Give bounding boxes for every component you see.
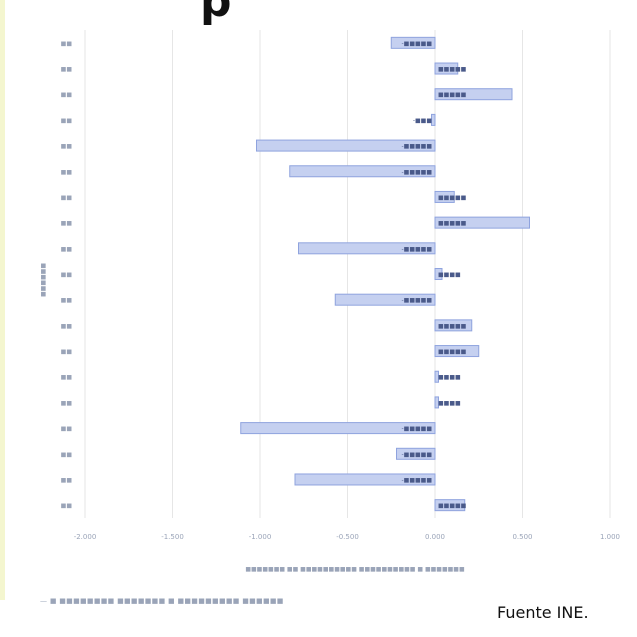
bar [240,422,436,435]
bars [240,36,530,512]
category-label: ■■ [61,66,73,73]
category-label: ■■ [61,374,73,381]
data-label: -■■■■■ [401,169,432,176]
category-label: ■■ [61,297,73,304]
data-labels: -■■■■■■■■■■■■■■■-■■■-■■■■■-■■■■■■■■■■■■■… [401,40,466,509]
data-label: ■■■■ [438,400,461,407]
category-label: ■■ [61,400,73,407]
x-tick-label: -1.000 [249,533,272,541]
bar [434,62,459,75]
bar [434,216,530,229]
bar [396,447,436,460]
bar [434,370,439,383]
bar [434,345,480,358]
bar [434,396,439,409]
category-label: ■■ [61,220,73,227]
category-label: ■■ [61,451,73,458]
category-label: ■■ [61,349,73,356]
category-label: ■■ [61,194,73,201]
source-note: Fuente INE. [497,603,589,622]
x-axis-label: ■■■■■■■ ■■ ■■■■■■■■■■ ■■■■■■■■■■ ■ ■■■■■… [245,566,465,573]
grid-lines [84,30,611,518]
left-edge-stripe [0,0,5,600]
data-label: -■■■■■ [401,40,432,47]
category-label: ■■ [61,169,73,176]
bar [256,139,436,152]
bar [434,499,466,512]
category-label: ■■ [61,92,73,99]
data-label: ■■■■■ [438,92,467,99]
data-label: ■■■■■ [438,503,467,510]
category-label: ■■ [61,272,73,279]
bar [431,113,436,126]
x-tick-label: -1.500 [161,533,184,541]
bar [334,293,436,306]
bar [390,36,436,49]
category-label: ■■ [61,117,73,124]
x-tick-label: 0.500 [512,533,532,541]
data-label: -■■■■■ [401,143,432,150]
data-label: ■■■■■ [438,323,467,330]
bar [434,319,473,332]
data-label: -■■■■■ [401,426,432,433]
data-label: -■■■ [413,117,433,124]
y-axis-label: ■■■■■■ [40,263,47,297]
category-label: ■■ [61,323,73,330]
data-label: -■■■■■ [401,297,432,304]
category-label: ■■ [61,246,73,253]
category-label: ■■ [61,503,73,510]
x-tick-label: -0.500 [336,533,359,541]
x-tick-label: 0.000 [425,533,445,541]
bar [294,473,436,486]
data-label: -■■■■■ [401,451,432,458]
bar [434,88,513,101]
bar [434,268,443,280]
x-tick-labels: -2.000 -1.500 -1.000 -0.500 0.000 0.500 1.000 [74,533,620,541]
category-label: ■■ [61,143,73,150]
data-label: -■■■■■ [401,477,432,484]
category-label: ■■ [61,477,73,484]
category-label: ■■ [61,40,73,47]
data-label: ■■■■■ [438,194,467,201]
bar [289,165,436,178]
chart-title: p [200,0,232,27]
bar [434,190,455,203]
data-label: ■■■■ [438,374,461,381]
bar [298,242,436,255]
category-label: ■■ [61,426,73,433]
data-label: ■■■■■ [438,66,467,73]
data-label: -■■■■■ [401,246,432,253]
x-tick-label: -2.000 [74,533,97,541]
category-labels: ■■ ■■ ■■ ■■ ■■ ■■ ■■ ■■ ■■ ■■ ■■ ■■ ■■ ■■ ■■ ■■ ■■ ■■ ■■ [61,40,73,509]
data-label: ■■■■■ [438,349,467,356]
x-tick-label: 1.000 [600,533,620,541]
data-label: ■■■■ [438,272,461,279]
footer-caption: — ■ ■■■■■■■■ ■■■■■■■ ■ ■■■■■■■■■ ■■■■■■ [40,597,284,605]
data-label: ■■■■■ [438,220,467,227]
